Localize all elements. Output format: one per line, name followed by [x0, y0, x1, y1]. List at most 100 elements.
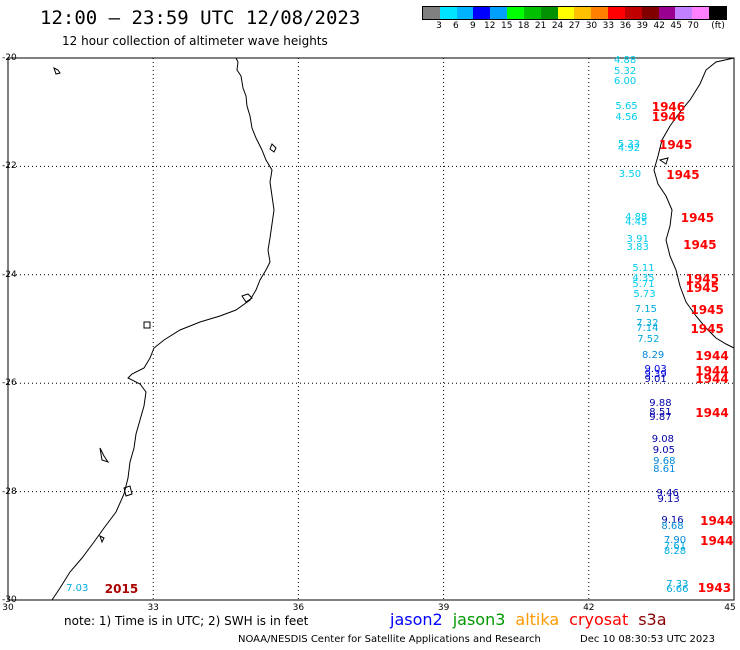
color-scale-label: 9 — [469, 21, 476, 31]
wave-height-value: 4.35 — [632, 273, 655, 285]
color-swatch — [456, 7, 474, 19]
color-swatch — [641, 7, 659, 19]
wave-height-value: 5.73 — [633, 289, 656, 301]
pass-time-label: 1943 — [697, 581, 732, 596]
wave-height-value: 5.11 — [632, 263, 655, 275]
color-swatch — [507, 7, 524, 19]
wave-height-value: 4.45 — [625, 217, 648, 229]
color-scale-label: 39 — [636, 21, 648, 31]
footer-note: note: 1) Time is in UTC; 2) SWH is in fe… — [64, 614, 309, 628]
wave-height-value: 6.66 — [666, 584, 689, 596]
wave-height-value: 4.88 — [625, 211, 648, 223]
wave-height-value: 7.33 — [666, 578, 689, 590]
color-swatch — [557, 7, 575, 19]
pass-time-label: 1945 — [680, 210, 715, 225]
pass-time-label: 1944 — [700, 534, 734, 549]
satellite-legend-item-cryosat: cryosat — [569, 610, 629, 629]
color-swatch — [658, 7, 676, 19]
color-swatch — [473, 7, 491, 19]
wave-height-value: 9.88 — [649, 397, 672, 409]
satellite-legend-item-jason3: jason3 — [452, 610, 506, 629]
longitude-tick-label: 45 — [724, 603, 736, 613]
wave-height-value: 7.32 — [636, 317, 659, 329]
wave-height-value: 9.68 — [653, 455, 676, 467]
latitude-tick-label: -22 — [2, 161, 17, 172]
wave-height-value: 3.91 — [626, 233, 649, 245]
color-swatch — [675, 7, 693, 19]
wave-height-value: 9.05 — [652, 444, 675, 456]
wave-height-value: 8.29 — [642, 350, 665, 362]
color-scale-bar — [422, 6, 727, 20]
wave-height-value: 7.15 — [634, 304, 658, 316]
wave-height-value: 9.01 — [644, 374, 667, 386]
wave-height-value: 9.03 — [644, 363, 667, 375]
pass-time-label: 1946 — [651, 99, 686, 114]
page-title: 12:00 – 23:59 UTC 12/08/2023 — [40, 7, 361, 29]
wave-height-value: 6.00 — [613, 76, 637, 88]
longitude-tick-label: 30 — [2, 603, 14, 613]
latitude-tick-label: -30 — [2, 595, 17, 605]
wave-height-value: 7.03 — [66, 583, 89, 595]
wave-height-value: 7.61 — [663, 540, 687, 552]
color-scale-label: 33 — [602, 21, 615, 31]
satellite-legend-item-jason2: jason2 — [390, 610, 443, 629]
wave-height-value: 8.68 — [661, 520, 684, 532]
wave-height-value: 9.39 — [644, 369, 667, 381]
footer-generated-date: Dec 10 08:30:53 UTC 2023 — [580, 634, 715, 645]
wave-height-value: 7.52 — [637, 333, 660, 345]
color-swatch — [591, 7, 609, 19]
color-swatch — [574, 7, 592, 19]
latitude-tick-label: -28 — [2, 486, 17, 497]
color-scale-label: 24 — [551, 21, 564, 31]
color-scale-label: 15 — [500, 21, 513, 31]
pass-time-label: 1944 — [695, 406, 729, 420]
latitude-tick-label: -24 — [2, 269, 17, 280]
color-swatch — [523, 7, 541, 19]
wave-height-value: 8.61 — [653, 463, 676, 475]
longitude-tick-label: 36 — [292, 603, 305, 613]
color-scale-label: 70 — [687, 21, 699, 31]
pass-time-label: 1944 — [695, 371, 729, 386]
satellite-legend: jason2 jason3 altika cryosat s3a — [390, 610, 677, 629]
color-swatch — [692, 7, 710, 19]
color-swatch — [624, 7, 642, 19]
color-scale-label: 36 — [619, 21, 632, 31]
wave-height-value: 5.71 — [632, 278, 655, 290]
satellite-legend-item-s3a: s3a — [638, 610, 667, 629]
color-scale-label: 27 — [568, 21, 581, 31]
wave-height-value: 7.90 — [663, 535, 687, 547]
pass-time-label: 1945 — [658, 137, 693, 152]
color-scale-label: 42 — [653, 21, 665, 31]
pass-time-label: 1945 — [690, 303, 724, 318]
pass-time-label: 1945 — [690, 322, 724, 336]
longitude-tick-label: 33 — [147, 603, 159, 613]
wave-height-value: 9.46 — [656, 488, 679, 500]
latitude-tick-label: -26 — [2, 378, 17, 389]
pass-time-label: 1946 — [651, 109, 686, 124]
wave-height-value: 9.08 — [651, 434, 674, 446]
color-scale-label: 45 — [670, 21, 682, 31]
pass-time-label: 1944 — [700, 514, 734, 529]
satellite-legend-item-altika: altika — [515, 610, 560, 629]
wave-height-value: 4.56 — [615, 111, 638, 123]
longitude-tick-label: 39 — [437, 603, 450, 613]
color-swatch — [490, 7, 508, 19]
color-swatch — [709, 7, 726, 19]
pass-time-label: 1945 — [683, 237, 717, 252]
page-subtitle: 12 hour collection of altimeter wave hei… — [62, 34, 328, 48]
color-scale-label: 6 — [453, 21, 459, 31]
pass-time-label: 1945 — [685, 272, 719, 287]
latitude-tick-label: -20 — [2, 53, 17, 63]
wave-height-value: 5.65 — [615, 100, 638, 112]
wave-height-value: 9.87 — [649, 412, 672, 424]
color-scale-label: 30 — [585, 21, 598, 31]
wave-height-value: 8.51 — [649, 407, 672, 418]
color-scale-label: 21 — [534, 21, 547, 31]
grid-lines — [7, 57, 735, 601]
color-scale-label: (ft) — [711, 21, 725, 31]
wave-height-value: 5.33 — [617, 138, 641, 150]
wave-height-value: 9.16 — [661, 515, 684, 527]
wave-height-value: 8.28 — [663, 546, 687, 558]
color-swatch — [439, 7, 457, 19]
